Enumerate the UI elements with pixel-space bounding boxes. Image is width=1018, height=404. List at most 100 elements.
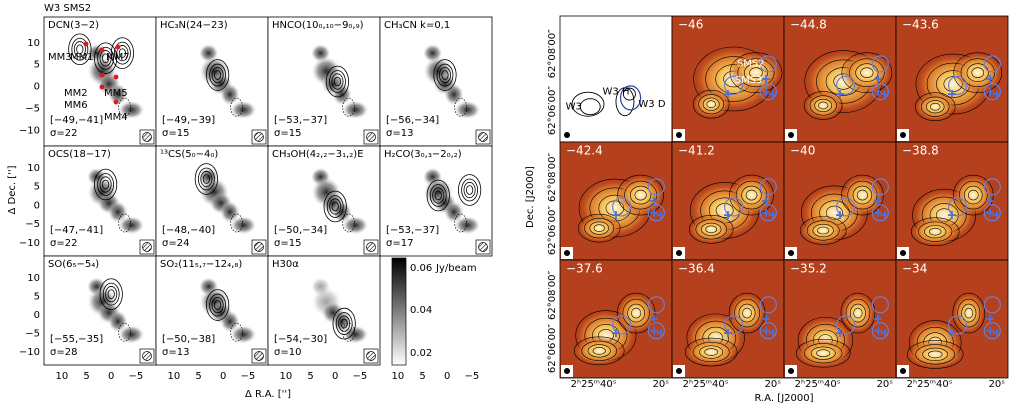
velocity-range: [−48,−40] [162, 225, 215, 236]
x-tick-label: 20ˢ [765, 379, 782, 390]
y-tick-label: 10 [27, 38, 40, 49]
panel-content: W3 HW3 DW3 [560, 16, 672, 142]
beam [564, 250, 570, 256]
x-tick-label: 20ˢ [989, 379, 1006, 390]
line-name: H₂CO(3₀,₃−2₀,₂) [384, 149, 462, 160]
panel-content [784, 16, 896, 142]
beam [788, 368, 794, 374]
left-x-label: Δ R.A. [''] [245, 389, 291, 400]
sigma: σ=24 [162, 238, 189, 249]
emission [343, 101, 369, 119]
beam [255, 243, 264, 252]
panel-content [560, 142, 672, 260]
emission [119, 325, 145, 343]
emission [343, 216, 369, 234]
velocity-range: [−53,−37] [386, 225, 439, 236]
x-tick-label: 2ʰ25ᵐ40ˢ [907, 379, 953, 390]
x-tick-label: 0 [444, 371, 450, 382]
y-tick-label: 62°06′00″ [547, 324, 558, 373]
y-tick-label: 5 [34, 291, 40, 302]
left-y-label: Δ Dec. [''] [7, 165, 18, 214]
y-tick-label: −5 [25, 328, 40, 339]
y-tick-label: 62°06′00″ [547, 86, 558, 135]
x-tick-label: −5 [240, 371, 255, 382]
velocity-range: [−56,−34] [386, 115, 439, 126]
x-tick-label: 10 [168, 371, 181, 382]
x-tick-label: 10 [280, 371, 293, 382]
velocity-range: [−49,−41] [50, 115, 103, 126]
beam [255, 133, 264, 142]
y-tick-label: 62°06′00″ [547, 206, 558, 255]
x-tick-label: 0 [108, 371, 114, 382]
colorbar-unit: Jy/beam [435, 263, 477, 274]
x-tick-label: −5 [464, 371, 479, 382]
x-tick-label: 5 [419, 371, 425, 382]
beam [900, 250, 906, 256]
source-label: SMS2 [737, 59, 765, 70]
beam [900, 368, 906, 374]
line-name: ¹³CS(5₀−4₀) [160, 149, 218, 160]
panel-content [560, 260, 672, 378]
x-tick-label: 0 [220, 371, 226, 382]
x-tick-label: 0 [332, 371, 338, 382]
beam [479, 133, 488, 142]
velocity-range: [−47,−41] [50, 225, 103, 236]
y-tick-label: 10 [27, 273, 40, 284]
region-label: W3 H [603, 87, 630, 98]
velocity: −41.2 [678, 144, 715, 158]
panel-content [784, 260, 896, 378]
line-name: SO(6₅−5₄) [48, 259, 99, 270]
source-label: MM3 [48, 52, 72, 63]
emission [444, 84, 463, 106]
beam [564, 368, 570, 374]
source-label: MM4 [104, 112, 128, 123]
velocity: −34 [902, 262, 927, 276]
velocity: −37.6 [566, 262, 603, 276]
x-tick-label: 5 [83, 371, 89, 382]
beam [676, 132, 682, 138]
panel-content [672, 142, 784, 260]
beam [143, 133, 152, 142]
velocity: −42.4 [566, 144, 603, 158]
line-name: HC₃N(24−23) [160, 20, 228, 31]
x-tick-label: 5 [307, 371, 313, 382]
x-tick-label: −5 [128, 371, 143, 382]
velocity-range: [−53,−37] [274, 115, 327, 126]
y-tick-label: −10 [19, 126, 40, 137]
velocity: −44.8 [790, 18, 827, 32]
sigma: σ=28 [50, 347, 77, 358]
figure: W3 SMS2 Δ Dec. [''] Δ R.A. [''] Dec. [J2… [0, 0, 1018, 404]
velocity-range: [−54,−30] [274, 334, 327, 345]
beam [788, 132, 794, 138]
source-label: SMS3 [735, 75, 763, 86]
source-label: SMS1 [582, 122, 610, 133]
velocity-range: [−55,−35] [50, 334, 103, 345]
velocity: −38.8 [902, 144, 939, 158]
y-tick-label: 5 [34, 182, 40, 193]
colorbar-tick: 0.02 [410, 348, 432, 359]
x-tick-label: 10 [392, 371, 405, 382]
velocity-range: [−50,−34] [274, 225, 327, 236]
x-tick-label: 10 [56, 371, 69, 382]
line-name: CH₃CN k=0,1 [384, 20, 450, 31]
beam [676, 368, 682, 374]
source-marker [100, 48, 105, 53]
y-tick-label: −5 [25, 219, 40, 230]
source-label: MM2 [64, 88, 88, 99]
source-marker [116, 45, 121, 50]
x-tick-label: 2ʰ25ᵐ40ˢ [795, 379, 841, 390]
velocity: −36.4 [678, 262, 715, 276]
y-tick-label: 62°08′00″ [547, 153, 558, 202]
beam [367, 133, 376, 142]
velocity: −46 [678, 18, 703, 32]
line-name: DCN(3−2) [48, 20, 99, 31]
y-tick-label: −10 [19, 347, 40, 358]
beam [788, 250, 794, 256]
emission [231, 101, 257, 119]
line-name: SO₂(11₅,₇−12₄,₈) [160, 259, 242, 270]
source-label: MM5 [104, 88, 128, 99]
source-marker [100, 85, 105, 90]
beam [143, 352, 152, 361]
overview-bg [560, 16, 672, 142]
source-marker [84, 42, 89, 47]
